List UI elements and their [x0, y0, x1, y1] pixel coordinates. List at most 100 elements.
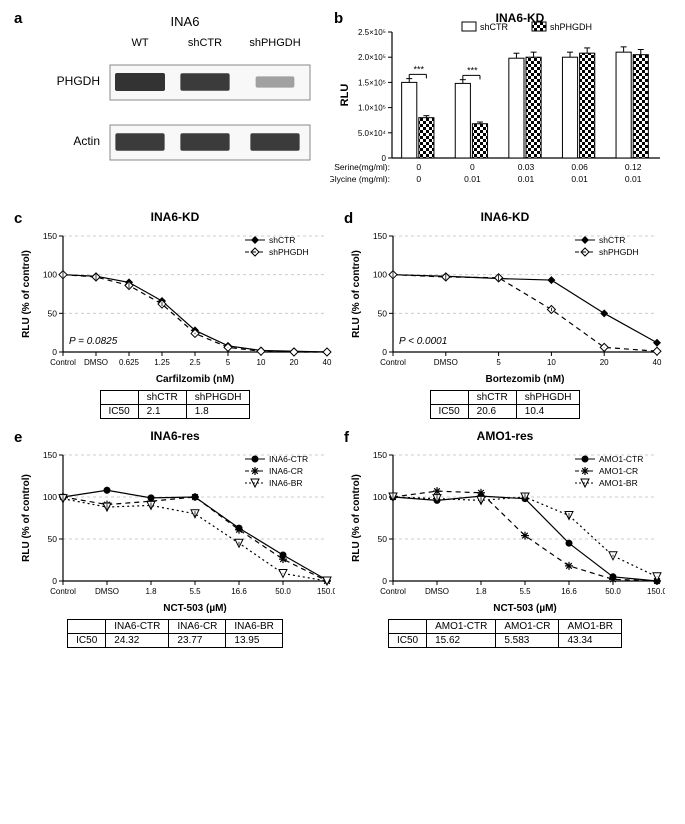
svg-text:2.5×10⁵: 2.5×10⁵: [358, 28, 386, 37]
panel-letter-a: a: [14, 10, 22, 27]
line-chart-e: 050100150ControlDMSO1.85.516.650.0150.0N…: [15, 445, 335, 615]
svg-text:150: 150: [373, 231, 387, 241]
svg-text:RLU (% of control): RLU (% of control): [351, 474, 362, 562]
svg-text:150.0: 150.0: [317, 587, 335, 596]
svg-text:20: 20: [600, 358, 609, 367]
svg-text:0: 0: [52, 347, 57, 357]
svg-text:5.0×10⁴: 5.0×10⁴: [358, 129, 387, 138]
svg-text:AMO1-CTR: AMO1-CTR: [599, 454, 643, 464]
svg-text:0.625: 0.625: [119, 358, 140, 367]
svg-text:***: ***: [414, 64, 425, 74]
svg-text:50: 50: [48, 534, 58, 544]
svg-text:shPHGDH: shPHGDH: [599, 247, 639, 257]
svg-text:5.5: 5.5: [189, 587, 201, 596]
svg-text:0.03: 0.03: [518, 162, 535, 172]
panel-f: f AMO1-res 050100150ControlDMSO1.85.516.…: [340, 429, 670, 648]
chart-title-d: INA6-KD: [481, 210, 530, 224]
svg-text:RLU: RLU: [339, 84, 351, 107]
panel-c: c INA6-KD 050100150ControlDMSO0.6251.252…: [10, 210, 340, 419]
svg-text:***: ***: [467, 65, 478, 75]
svg-text:shPHGDH: shPHGDH: [269, 247, 309, 257]
panel-letter-d: d: [344, 210, 353, 227]
svg-text:NCT-503 (µM): NCT-503 (µM): [493, 603, 557, 614]
svg-text:40: 40: [653, 358, 662, 367]
svg-text:NCT-503 (µM): NCT-503 (µM): [163, 603, 227, 614]
svg-text:50: 50: [378, 534, 388, 544]
svg-text:DMSO: DMSO: [425, 587, 449, 596]
svg-text:shCTR: shCTR: [480, 22, 509, 32]
svg-text:INA6-BR: INA6-BR: [269, 478, 303, 488]
chart-title-c: INA6-KD: [151, 210, 200, 224]
svg-text:0.01: 0.01: [625, 174, 642, 184]
svg-text:Control: Control: [380, 587, 406, 596]
svg-text:PHGDH: PHGDH: [57, 74, 100, 88]
svg-text:P < 0.0001: P < 0.0001: [399, 336, 447, 347]
panel-letter-e: e: [14, 429, 22, 446]
svg-text:5.5: 5.5: [519, 587, 531, 596]
svg-text:Control: Control: [50, 358, 76, 367]
svg-text:5: 5: [496, 358, 501, 367]
svg-text:RLU (% of control): RLU (% of control): [351, 250, 362, 338]
bar-chart-b: INA6-KD05.0×10⁴1.0×10⁵1.5×10⁵2.0×10⁵2.5×…: [330, 10, 670, 200]
svg-text:Serine(mg/ml):: Serine(mg/ml):: [334, 162, 390, 172]
svg-text:Bortezomib (nM): Bortezomib (nM): [486, 374, 565, 385]
chart-title-e: INA6-res: [150, 429, 199, 443]
ic50-table-c: shCTRshPHGDHIC502.11.8: [100, 390, 251, 419]
svg-text:10: 10: [257, 358, 266, 367]
svg-text:shPHGDH: shPHGDH: [249, 37, 300, 49]
svg-text:0: 0: [382, 576, 387, 586]
svg-text:0.06: 0.06: [571, 162, 588, 172]
svg-text:WT: WT: [131, 37, 148, 49]
svg-text:Glycine (mg/ml):: Glycine (mg/ml):: [330, 174, 390, 184]
svg-text:1.8: 1.8: [475, 587, 487, 596]
svg-text:Control: Control: [380, 358, 406, 367]
svg-text:RLU (% of control): RLU (% of control): [21, 474, 32, 562]
svg-text:INA6-CTR: INA6-CTR: [269, 454, 308, 464]
svg-text:2.5: 2.5: [189, 358, 201, 367]
svg-text:AMO1-CR: AMO1-CR: [599, 466, 638, 476]
svg-text:2.0×10⁵: 2.0×10⁵: [358, 53, 386, 62]
svg-text:0.12: 0.12: [625, 162, 642, 172]
western-blot: INA6WTshCTRshPHGDHPHGDHActin: [20, 10, 320, 195]
svg-text:shCTR: shCTR: [188, 37, 222, 49]
svg-text:0: 0: [416, 174, 421, 184]
svg-text:0: 0: [382, 347, 387, 357]
panel-letter-b: b: [334, 10, 343, 27]
svg-text:Actin: Actin: [73, 134, 100, 148]
svg-text:0: 0: [416, 162, 421, 172]
svg-text:150: 150: [43, 450, 57, 460]
svg-text:20: 20: [290, 358, 299, 367]
svg-text:16.6: 16.6: [561, 587, 577, 596]
svg-text:0.01: 0.01: [464, 174, 481, 184]
svg-text:Control: Control: [50, 587, 76, 596]
panel-letter-c: c: [14, 210, 22, 227]
ic50-table-d: shCTRshPHGDHIC5020.610.4: [430, 390, 581, 419]
svg-text:10: 10: [547, 358, 556, 367]
panel-e: e INA6-res 050100150ControlDMSO1.85.516.…: [10, 429, 340, 648]
svg-text:RLU (% of control): RLU (% of control): [21, 250, 32, 338]
svg-text:Carfilzomib (nM): Carfilzomib (nM): [156, 374, 234, 385]
svg-text:40: 40: [323, 358, 332, 367]
svg-text:0.01: 0.01: [571, 174, 588, 184]
line-chart-d: 050100150ControlDMSO5102040Bortezomib (n…: [345, 226, 665, 386]
svg-text:150: 150: [43, 231, 57, 241]
svg-text:50: 50: [48, 308, 58, 318]
svg-text:shPHGDH: shPHGDH: [550, 22, 592, 32]
svg-text:shCTR: shCTR: [599, 235, 625, 245]
svg-text:50.0: 50.0: [605, 587, 621, 596]
svg-text:5: 5: [226, 358, 231, 367]
line-chart-f: 050100150ControlDMSO1.85.516.650.0150.0N…: [345, 445, 665, 615]
svg-text:INA6-CR: INA6-CR: [269, 466, 303, 476]
svg-text:150: 150: [373, 450, 387, 460]
svg-text:100: 100: [43, 492, 57, 502]
svg-text:50.0: 50.0: [275, 587, 291, 596]
panel-b: b INA6-KD05.0×10⁴1.0×10⁵1.5×10⁵2.0×10⁵2.…: [330, 10, 670, 200]
svg-text:1.8: 1.8: [145, 587, 157, 596]
svg-text:100: 100: [373, 270, 387, 280]
line-chart-c: 050100150ControlDMSO0.6251.252.55102040C…: [15, 226, 335, 386]
svg-text:150.0: 150.0: [647, 587, 665, 596]
svg-text:AMO1-BR: AMO1-BR: [599, 478, 638, 488]
ic50-table-f: AMO1-CTRAMO1-CRAMO1-BRIC5015.625.58343.3…: [388, 619, 622, 648]
chart-title-f: AMO1-res: [477, 429, 534, 443]
panel-letter-f: f: [344, 429, 349, 446]
